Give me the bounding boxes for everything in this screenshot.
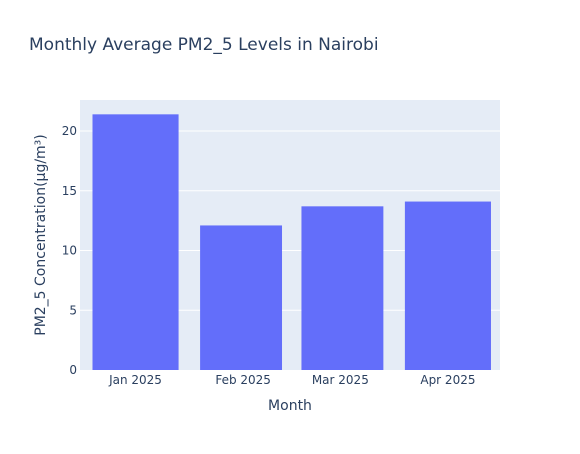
bar-2025-02-01[interactable] — [200, 225, 283, 370]
bar-2025-01-01[interactable] — [92, 114, 179, 371]
x-tick-label: Jan 2025 — [108, 373, 162, 387]
bars — [92, 114, 491, 371]
chart-title: Monthly Average PM2_5 Levels in Nairobi — [29, 35, 379, 55]
x-tick-label: Feb 2025 — [215, 373, 271, 387]
x-tick-label: Apr 2025 — [420, 373, 475, 387]
x-axis-title: Month — [268, 398, 312, 414]
bar-2025-04-01[interactable] — [404, 201, 491, 370]
y-tick-label: 5 — [69, 303, 77, 317]
bar-2025-03-01[interactable] — [301, 206, 384, 370]
y-axis-title: PM2_5 Concentration(µg/m³) — [33, 134, 49, 336]
y-tick-labels: 0 5 10 15 20 — [62, 124, 77, 377]
x-tick-labels: Jan 2025 Feb 2025 Mar 2025 Apr 2025 — [108, 373, 475, 387]
x-tick-label: Mar 2025 — [312, 373, 369, 387]
y-tick-label: 20 — [62, 124, 77, 138]
y-tick-label: 10 — [62, 244, 77, 258]
y-tick-label: 0 — [69, 363, 77, 377]
y-tick-label: 15 — [62, 184, 77, 198]
